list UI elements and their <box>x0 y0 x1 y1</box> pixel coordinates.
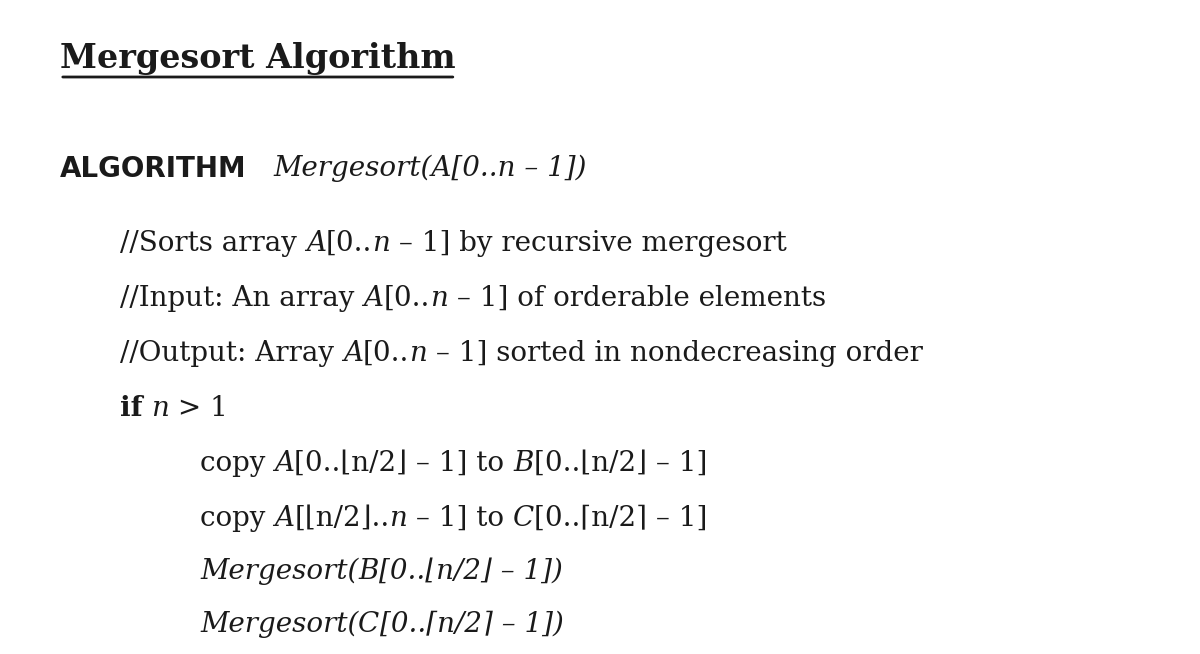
Text: [0..: [0.. <box>362 340 409 367</box>
Text: C: C <box>359 611 379 638</box>
Text: > 1: > 1 <box>169 395 228 422</box>
Text: – 1] sorted in nondecreasing order: – 1] sorted in nondecreasing order <box>427 340 923 367</box>
Text: – 1] by recursive mergesort: – 1] by recursive mergesort <box>390 230 787 257</box>
Text: //Sorts array: //Sorts array <box>120 230 306 257</box>
Text: Mergesort(A[0..n – 1]): Mergesort(A[0..n – 1]) <box>274 155 587 182</box>
Text: A: A <box>343 340 362 367</box>
Text: A: A <box>275 505 294 532</box>
Text: A: A <box>275 450 294 477</box>
Text: C: C <box>514 505 534 532</box>
Text: [0..: [0.. <box>383 285 430 312</box>
Text: n: n <box>409 340 427 367</box>
Text: if: if <box>120 395 143 422</box>
Text: [⌊n/2⌋..: [⌊n/2⌋.. <box>294 505 390 532</box>
Text: A: A <box>306 230 325 257</box>
Text: – 1] of orderable elements: – 1] of orderable elements <box>448 285 826 312</box>
Text: ALGORITHM: ALGORITHM <box>60 155 247 183</box>
Text: – 1] to: – 1] to <box>407 505 514 532</box>
Text: copy: copy <box>200 450 275 477</box>
Text: A: A <box>364 285 383 312</box>
Text: [0..⌊n/2⌋ – 1] to: [0..⌊n/2⌋ – 1] to <box>294 450 514 477</box>
Text: //Input: An array: //Input: An array <box>120 285 364 312</box>
Text: n: n <box>390 505 407 532</box>
Text: [0..⌊n/2⌋ – 1]: [0..⌊n/2⌋ – 1] <box>534 450 707 477</box>
Text: n: n <box>430 285 448 312</box>
Text: n: n <box>372 230 390 257</box>
Text: n: n <box>151 395 169 422</box>
Text: Mergesort(: Mergesort( <box>200 558 359 585</box>
Text: B: B <box>514 450 534 477</box>
Text: //Output: Array: //Output: Array <box>120 340 343 367</box>
Text: copy: copy <box>200 505 275 532</box>
Text: [0..: [0.. <box>325 230 372 257</box>
Text: [0..⌈n/2⌉ – 1]: [0..⌈n/2⌉ – 1] <box>534 505 708 532</box>
Text: Mergesort(: Mergesort( <box>200 611 359 638</box>
Text: B: B <box>359 558 379 585</box>
Text: [0..⌈n/2⌉ – 1]): [0..⌈n/2⌉ – 1]) <box>379 611 564 638</box>
Text: Mergesort Algorithm: Mergesort Algorithm <box>60 42 456 75</box>
Text: [0..⌊n/2⌋ – 1]): [0..⌊n/2⌋ – 1]) <box>379 558 563 585</box>
